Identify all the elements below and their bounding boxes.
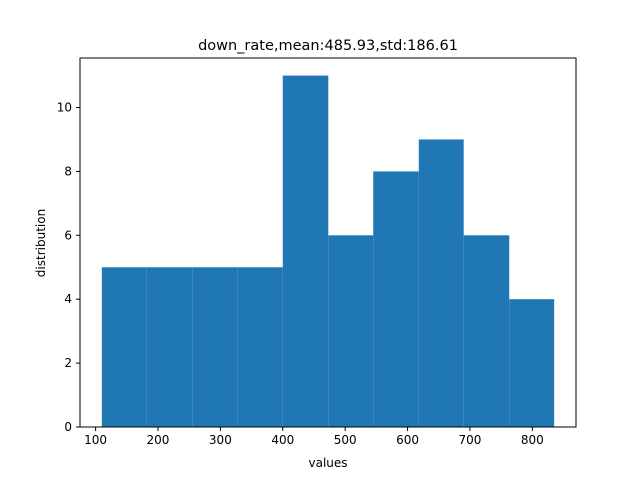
histogram-bar-5 (282, 75, 329, 428)
x-axis-ticks: 100 200 300 400 500 600 700 800 (84, 427, 544, 447)
plot-frame (79, 57, 577, 428)
y-tick-label: 8 (64, 164, 72, 178)
chart-title: down_rate,mean:485.93,std:186.61 (198, 38, 458, 54)
y-tick-label: 10 (57, 101, 72, 115)
x-tick-label: 700 (458, 433, 481, 447)
histogram-bar-9 (463, 235, 510, 427)
x-tick-label: 300 (209, 433, 232, 447)
histogram-bar-10 (509, 299, 555, 427)
histogram-bar-1 (101, 267, 147, 427)
x-tick-label: 500 (334, 433, 357, 447)
x-tick-label: 400 (271, 433, 294, 447)
x-tick-label: 800 (521, 433, 544, 447)
y-tick-label: 0 (64, 420, 72, 434)
histogram-bar-3 (192, 267, 238, 427)
x-tick-label: 600 (396, 433, 419, 447)
x-axis-label: values (308, 456, 347, 470)
histogram-bar-6 (328, 235, 374, 427)
y-tick-label: 6 (64, 228, 72, 242)
histogram-bar-4 (237, 267, 283, 427)
x-tick-label: 200 (147, 433, 170, 447)
x-tick-label: 100 (84, 433, 107, 447)
y-tick-label: 2 (64, 356, 72, 370)
histogram-bar-2 (146, 267, 193, 427)
histogram-bar-7 (373, 171, 419, 427)
y-tick-label: 4 (64, 292, 72, 306)
histogram-bar-8 (418, 139, 464, 427)
bars-group (101, 75, 555, 428)
y-axis-label: distribution (34, 209, 48, 277)
y-axis-ticks: 0 2 4 6 8 10 (57, 101, 80, 434)
